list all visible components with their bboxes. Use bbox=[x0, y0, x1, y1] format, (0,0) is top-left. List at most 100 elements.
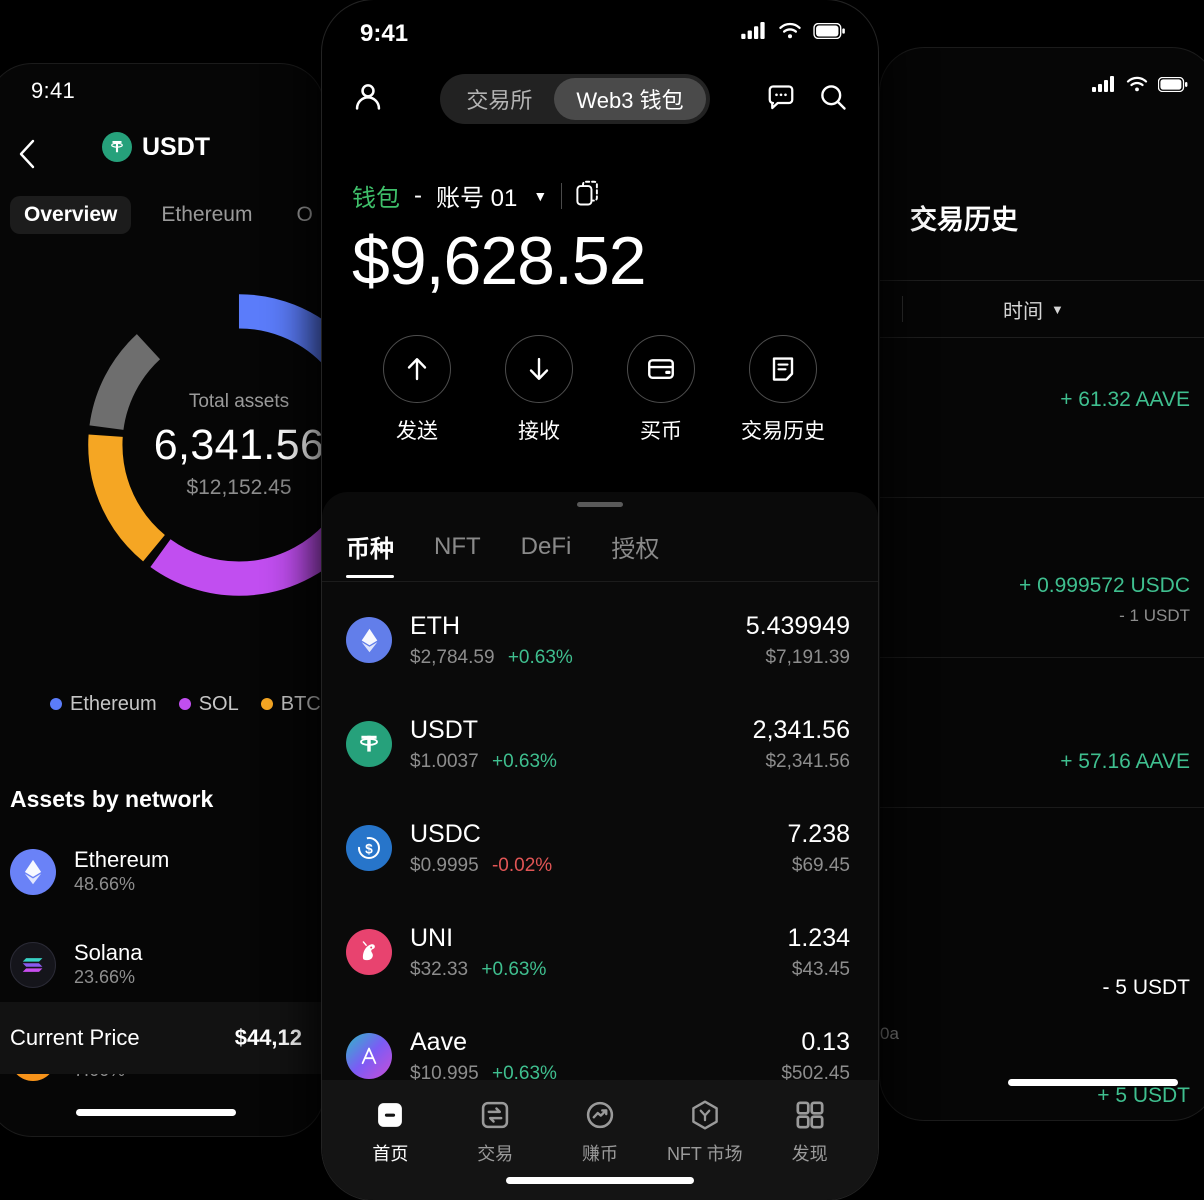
segment-web3-wallet[interactable]: Web3 钱包 bbox=[554, 78, 706, 120]
token-row[interactable]: UNI $32.33 +0.63% 1.234 $43.45 bbox=[322, 900, 878, 1004]
tab-defi[interactable]: DeFi bbox=[520, 532, 572, 560]
right-status-icons bbox=[1092, 76, 1188, 92]
action-buy[interactable]: 买币 bbox=[613, 335, 709, 445]
legend-dot-btc bbox=[260, 698, 273, 710]
filter-time-label: 时间 bbox=[1003, 300, 1043, 323]
quick-actions: 发送 接收 bbox=[322, 335, 878, 445]
chevron-left-icon bbox=[19, 139, 35, 169]
nav-label: 发现 bbox=[791, 1144, 828, 1164]
legend-item-ethereum: Ethereum bbox=[50, 693, 157, 716]
tab-approvals[interactable]: 授权 bbox=[611, 536, 660, 563]
page-title-text: USDT bbox=[141, 132, 211, 161]
history-row[interactable]: + 61.32 AAVE bbox=[880, 338, 1204, 498]
token-change: +0.63% bbox=[481, 959, 547, 980]
history-row[interactable]: + 0.999572 USDC - 1 USDT bbox=[880, 498, 1204, 658]
center-header: 交易所 Web3 钱包 bbox=[322, 70, 878, 128]
token-symbol: UNI bbox=[410, 924, 454, 952]
donut-legend: Ethereum SOL BTC bbox=[0, 684, 324, 724]
chat-button[interactable] bbox=[766, 82, 796, 117]
network-pct: 48.66% bbox=[74, 874, 136, 895]
nav-discover[interactable]: 发现 bbox=[762, 1098, 858, 1166]
transaction-history-title: 交易历史 bbox=[910, 205, 1018, 235]
token-change: -0.02% bbox=[491, 855, 553, 876]
token-row[interactable]: $ USDC $0.9995 -0.02% 7.238 $ bbox=[322, 796, 878, 900]
sheet-tabs: 币种 NFT DeFi 授权 bbox=[322, 526, 878, 582]
token-list: ETH $2,784.59 +0.63% 5.439949 $7,191.39 bbox=[322, 588, 878, 1126]
back-button[interactable] bbox=[10, 132, 44, 176]
svg-text:$: $ bbox=[365, 842, 373, 857]
action-label: 接收 bbox=[518, 420, 560, 443]
wifi-icon bbox=[1126, 76, 1148, 92]
token-row[interactable]: ETH $2,784.59 +0.63% 5.439949 $7,191.39 bbox=[322, 588, 878, 692]
network-row-ethereum[interactable]: Ethereum 48.66% bbox=[10, 840, 310, 904]
wifi-icon bbox=[779, 22, 801, 39]
nav-earn[interactable]: 赚币 bbox=[552, 1098, 648, 1166]
tab-other[interactable]: O bbox=[296, 203, 313, 226]
token-symbol: ETH bbox=[410, 612, 460, 640]
earn-icon bbox=[586, 1101, 614, 1129]
status-time: 9:41 bbox=[31, 78, 76, 103]
nav-label: 赚币 bbox=[581, 1144, 618, 1164]
history-row[interactable]: - 5 USDT 0a bbox=[880, 908, 1204, 1056]
center-status-bar: 9:41 bbox=[322, 0, 878, 60]
tab-nft[interactable]: NFT bbox=[434, 532, 481, 560]
nav-nft-market[interactable]: NFT 市场 bbox=[657, 1098, 753, 1166]
tab-ethereum[interactable]: Ethereum bbox=[161, 203, 253, 226]
history-amount: + 57.16 AAVE bbox=[1060, 750, 1190, 773]
status-time: 9:41 bbox=[360, 20, 409, 47]
token-value: $2,341.56 bbox=[765, 751, 850, 772]
history-row[interactable]: + 5 USDT ba86 bbox=[880, 1056, 1204, 1120]
token-price: $32.33 bbox=[410, 959, 469, 980]
current-price-label: Current Price bbox=[10, 1025, 140, 1050]
nft-icon bbox=[691, 1100, 718, 1130]
legend-dot-ethereum bbox=[50, 698, 62, 710]
token-amount: 0.13 bbox=[801, 1028, 850, 1056]
history-amount: + 5 USDT bbox=[1097, 1084, 1190, 1107]
action-history[interactable]: 交易历史 bbox=[735, 335, 831, 445]
history-row[interactable]: + 57.16 AAVE bbox=[880, 658, 1204, 808]
copy-address-button[interactable] bbox=[576, 180, 600, 211]
action-receive[interactable]: 接收 bbox=[491, 335, 587, 445]
copy-icon bbox=[576, 180, 599, 206]
tether-icon bbox=[346, 721, 392, 767]
home-icon bbox=[378, 1103, 403, 1127]
segment-exchange[interactable]: 交易所 bbox=[466, 88, 533, 113]
chevron-down-icon: ▼ bbox=[1051, 301, 1064, 317]
history-sub: - 1 USDT bbox=[1119, 606, 1190, 625]
nav-home[interactable]: 首页 bbox=[342, 1098, 438, 1166]
right-phone-transaction-history: 交易历史 时间 ▼ + 61.32 AAVE + 0.999572 USDC -… bbox=[880, 48, 1204, 1120]
account-separator: - bbox=[414, 181, 422, 209]
cellular-signal-icon bbox=[741, 22, 765, 39]
token-value: $502.45 bbox=[781, 1063, 850, 1084]
action-label: 发送 bbox=[396, 420, 438, 443]
usdc-icon: $ bbox=[346, 825, 392, 871]
battery-icon bbox=[813, 22, 845, 39]
person-icon bbox=[355, 83, 381, 110]
network-row-solana[interactable]: Solana 23.66% bbox=[10, 933, 310, 997]
tab-coins[interactable]: 币种 bbox=[346, 529, 394, 578]
action-send[interactable]: 发送 bbox=[369, 335, 465, 445]
token-value: $43.45 bbox=[791, 959, 850, 980]
token-change: +0.63% bbox=[507, 647, 573, 668]
history-amount: + 61.32 AAVE bbox=[1060, 388, 1190, 411]
token-row[interactable]: USDT $1.0037 +0.63% 2,341.56 $2,341.56 bbox=[322, 692, 878, 796]
arrow-down-icon bbox=[505, 335, 573, 403]
battery-icon bbox=[1158, 76, 1188, 92]
token-amount: 5.439949 bbox=[745, 612, 850, 640]
current-price-value: $44,12 bbox=[234, 1025, 302, 1050]
profile-button[interactable] bbox=[352, 81, 384, 118]
account-selector[interactable]: 钱包 - 账号 01 ▼ bbox=[352, 178, 600, 213]
nav-trade[interactable]: 交易 bbox=[447, 1098, 543, 1166]
tab-overview[interactable]: Overview bbox=[10, 196, 132, 234]
sheet-grabber[interactable] bbox=[577, 502, 623, 507]
wallet-label: 钱包 bbox=[352, 185, 400, 212]
chat-bubble-icon bbox=[768, 84, 794, 109]
token-change: +0.63% bbox=[491, 1063, 557, 1084]
token-row[interactable]: Aave $10.995 +0.63% 0.13 $502.45 bbox=[322, 1004, 878, 1108]
filter-time[interactable]: 时间 ▼ bbox=[1003, 295, 1064, 324]
search-button[interactable] bbox=[818, 82, 848, 117]
legend-item-btc: BTC bbox=[260, 693, 321, 716]
legend-label-sol: SOL bbox=[198, 692, 239, 715]
token-amount: 2,341.56 bbox=[752, 716, 850, 744]
